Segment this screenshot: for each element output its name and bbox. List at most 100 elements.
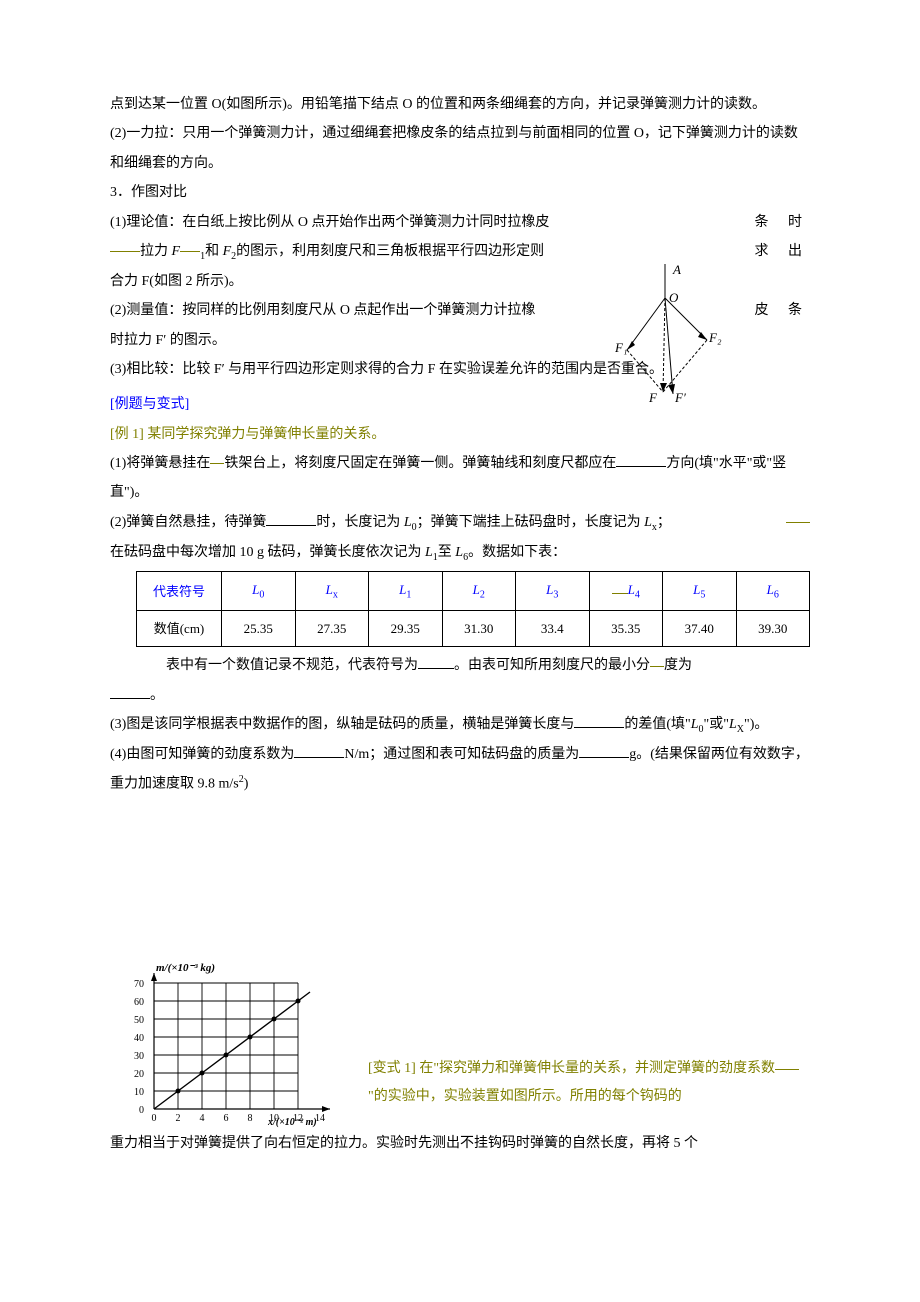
table-cell: 数值(cm) [137, 611, 222, 647]
table-cell: 25.35 [222, 611, 296, 647]
svg-text:50: 50 [134, 1015, 144, 1026]
svg-text:70: 70 [134, 979, 144, 990]
table-cell: 29.35 [369, 611, 443, 647]
text: (2)弹簧自然悬挂，待弹簧 [110, 515, 266, 530]
olive-underline [786, 522, 810, 523]
text: "的实验中，实验装置如图所示。所用的每个钩码的 [368, 1089, 682, 1104]
svg-text:x/(×10⁻² m): x/(×10⁻² m) [267, 1117, 317, 1128]
text: 表中有一个数值记录不规范，代表符号为 [166, 658, 418, 673]
question-2b: 在砝码盘中每次增加 10 g 砝码，弹簧长度依次记为 L1至 L6。数据如下表： [110, 538, 810, 568]
svg-text:60: 60 [134, 997, 144, 1008]
question-2c-end: 。 [110, 681, 810, 710]
question-2c: 表中有一个数值记录不规范，代表符号为 。由表可知所用刻度尺的最小分度为 [110, 651, 810, 680]
table-header: L0 [222, 572, 296, 611]
svg-text:6: 6 [224, 1113, 229, 1124]
text: ； [657, 515, 671, 530]
text: 的差值(填" [624, 717, 690, 732]
text: 和 F2的图示，利用刻度尺和三角板根据平行四边形定则 [205, 244, 544, 259]
olive-underline [775, 1069, 799, 1070]
svg-text:4: 4 [200, 1113, 205, 1124]
label-O: O [669, 290, 679, 305]
text: 。数据如下表： [468, 545, 566, 560]
text: 时，长度记为 [316, 515, 404, 530]
paragraph: (1)理论值：在白纸上按比例从 O 点开始作出两个弹簧测力计同时拉橡皮 条 时 [110, 208, 810, 237]
table-cell: 27.35 [295, 611, 369, 647]
table-header: 代表符号 [137, 572, 222, 611]
svg-text:20: 20 [134, 1069, 144, 1080]
data-table: 代表符号 L0 Lx L1 L2 L3 L4 L5 L6 数值(cm) 25.3… [136, 571, 810, 647]
table-header: L5 [663, 572, 737, 611]
question-3: (3)图是该同学根据表中数据作的图，纵轴是砝码的质量，横轴是弹簧长度与 的差值(填… [110, 710, 810, 740]
blank [294, 743, 344, 758]
text: 条 时 [755, 208, 811, 237]
table-header: L1 [369, 572, 443, 611]
text: ) [244, 777, 249, 792]
table-header-row: 代表符号 L0 Lx L1 L2 L3 L4 L5 L6 [137, 572, 810, 611]
blank [418, 654, 454, 669]
table-cell: 33.4 [516, 611, 590, 647]
olive-underline [180, 251, 200, 252]
text: (1)理论值：在白纸上按比例从 O 点开始作出两个弹簧测力计同时拉橡皮 [110, 215, 549, 230]
table-cell: 39.30 [736, 611, 810, 647]
text: ")。 [744, 717, 768, 732]
olive-underline [650, 666, 664, 667]
olive-underline [110, 251, 140, 252]
table-row: 数值(cm) 25.35 27.35 29.35 31.30 33.4 35.3… [137, 611, 810, 647]
label-F1: F₁ [615, 340, 627, 355]
blank [110, 684, 150, 699]
example-label: [例 1] 某同学探究弹力与弹簧伸长量的关系。 [110, 420, 810, 449]
svg-text:0: 0 [139, 1105, 144, 1116]
text: 至 [438, 545, 456, 560]
blank [574, 713, 624, 728]
table-header: L2 [442, 572, 516, 611]
paragraph: 点到达某一位置 O(如图所示)。用铅笔描下结点 O 的位置和两条细绳套的方向，并… [110, 90, 810, 119]
text: 皮 条 [755, 296, 811, 325]
svg-text:8: 8 [248, 1113, 253, 1124]
svg-text:2: 2 [176, 1113, 181, 1124]
text: (2)测量值：按同样的比例用刻度尺从 O 点起作出一个弹簧测力计拉橡 [110, 303, 535, 318]
text: 。 [150, 688, 164, 703]
blank [266, 511, 316, 526]
text: 在砝码盘中每次增加 10 g 砝码，弹簧长度依次记为 [110, 545, 425, 560]
document-page: 点到达某一位置 O(如图所示)。用铅笔描下结点 O 的位置和两条细绳套的方向，并… [0, 0, 920, 1302]
table-header: L3 [516, 572, 590, 611]
text: "或" [704, 717, 729, 732]
text: 度为 [664, 658, 692, 673]
text: ；弹簧下端挂上砝码盘时，长度记为 [417, 515, 645, 530]
svg-text:0: 0 [152, 1113, 157, 1124]
paragraph: (2)一力拉：只用一个弹簧测力计，通过细绳套把橡皮条的结点拉到与前面相同的位置 … [110, 119, 810, 178]
table-cell: 31.30 [442, 611, 516, 647]
label-A: A [672, 262, 681, 277]
table-header: Lx [295, 572, 369, 611]
svg-text:30: 30 [134, 1051, 144, 1062]
label-F: F [648, 390, 658, 405]
text: 拉力 F [140, 244, 180, 259]
variant-text: [变式 1] 在"探究弹力和弹簧伸长量的关系，并测定弹簧的劲度系数 "的实验中，实… [350, 1055, 810, 1129]
table-header: L6 [736, 572, 810, 611]
variant-label: [变式 1] 在"探究弹力和弹簧伸长量的关系，并测定弹簧的劲度系数 [368, 1061, 775, 1076]
paragraph: 重力相当于对弹簧提供了向右恒定的拉力。实验时先测出不挂钩码时弹簧的自然长度，再将… [110, 1129, 810, 1158]
svg-text:40: 40 [134, 1033, 144, 1044]
svg-text:10: 10 [134, 1087, 144, 1098]
force-diagram: A O F₁ F₂ F F′ [615, 262, 725, 412]
table-cell: 35.35 [589, 611, 663, 647]
label-F2: F₂ [708, 330, 722, 345]
text: 求 出 [755, 237, 811, 266]
text: 。由表可知所用刻度尺的最小分 [454, 658, 650, 673]
table-cell: 37.40 [663, 611, 737, 647]
question-2a: (2)弹簧自然悬挂，待弹簧时，长度记为 L0；弹簧下端挂上砝码盘时，长度记为 L… [110, 508, 810, 538]
question-1: (1)将弹簧悬挂在铁架台上，将刻度尺固定在弹簧一侧。弹簧轴线和刻度尺都应在方向(… [110, 449, 810, 508]
chart-row: m/(×10⁻³ kg) 0 10 20 30 40 50 60 70 0 [110, 959, 810, 1129]
text: 铁架台上，将刻度尺固定在弹簧一侧。弹簧轴线和刻度尺都应在 [224, 456, 616, 471]
table-header: L4 [589, 572, 663, 611]
question-4: (4)由图可知弹簧的劲度系数为N/m；通过图和表可知砝码盘的质量为g。(结果保留… [110, 740, 810, 799]
label-Fp: F′ [674, 390, 686, 405]
text: (3)图是该同学根据表中数据作的图，纵轴是砝码的质量，横轴是弹簧长度与 [110, 717, 574, 732]
olive-underline [210, 463, 224, 464]
text: (4)由图可知弹簧的劲度系数为 [110, 747, 294, 762]
scatter-chart: m/(×10⁻³ kg) 0 10 20 30 40 50 60 70 0 [120, 959, 350, 1129]
paragraph: 3．作图对比 [110, 178, 810, 207]
y-axis-label: m/(×10⁻³ kg) [156, 962, 215, 974]
text: (1)将弹簧悬挂在 [110, 456, 210, 471]
blank [616, 452, 666, 467]
